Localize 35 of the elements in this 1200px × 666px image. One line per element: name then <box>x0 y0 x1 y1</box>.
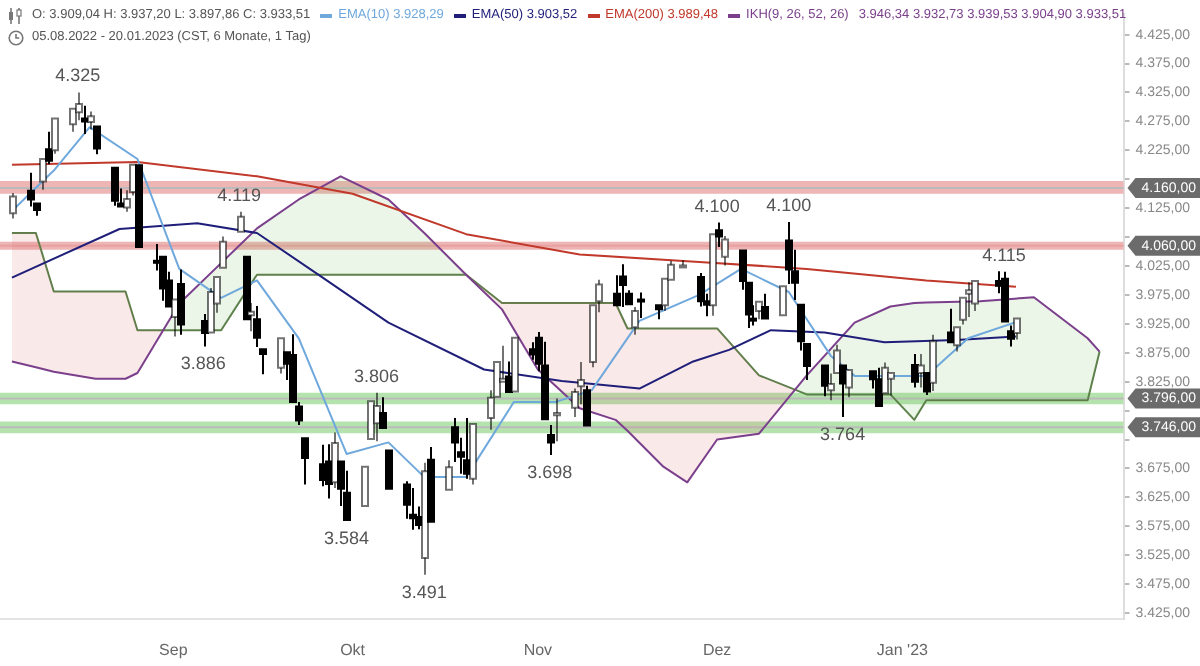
candlestick <box>887 371 895 397</box>
candlestick <box>361 465 369 508</box>
candlestick <box>177 268 185 336</box>
annotation: 4.100 <box>694 195 740 216</box>
x-tick-label: Okt <box>340 640 367 659</box>
candlestick <box>541 340 549 421</box>
candlestick <box>637 291 645 320</box>
candlestick <box>259 348 267 376</box>
annotation: 4.100 <box>766 195 812 215</box>
candlestick <box>9 192 17 220</box>
candlestick <box>135 164 143 248</box>
candlestick <box>385 449 393 490</box>
annotation: 4.115 <box>982 244 1026 265</box>
x-tick-label: Dez <box>702 640 732 659</box>
annotation: 3.764 <box>820 423 866 444</box>
candlestick <box>619 263 627 309</box>
annotation: 3.806 <box>353 365 400 386</box>
annotation: 4.325 <box>55 65 101 86</box>
candlestick <box>301 437 309 486</box>
annotation: 3.584 <box>324 528 370 549</box>
annotation: 4.119 <box>217 184 261 205</box>
annotation: 3.491 <box>401 581 447 602</box>
candlestick <box>779 285 787 317</box>
x-tick-label: Nov <box>523 640 553 659</box>
candlestick <box>69 107 77 133</box>
candlestick <box>379 396 387 429</box>
annotation: 3.698 <box>527 462 573 483</box>
annotation: 3.886 <box>180 353 226 374</box>
candlestick <box>367 400 375 440</box>
candlestick <box>511 336 519 393</box>
x-tick-label: Sep <box>159 640 189 659</box>
candlestick <box>27 171 35 208</box>
candlestick <box>547 424 555 457</box>
candlestick <box>219 235 227 269</box>
x-tick-label: Jan '23 <box>876 640 930 659</box>
